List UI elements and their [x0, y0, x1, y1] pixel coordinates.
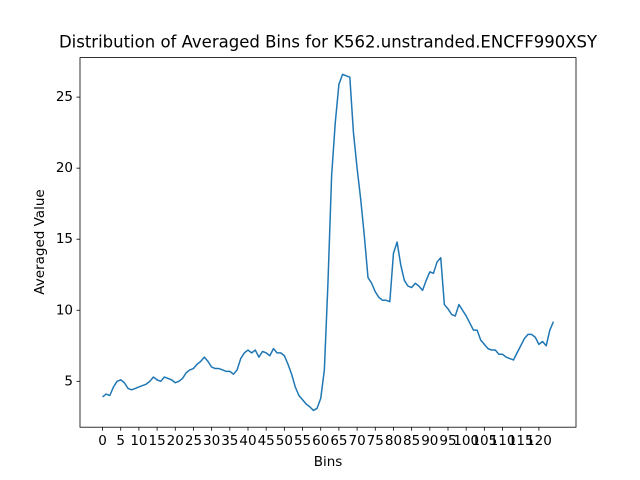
y-tick-label: 15 — [56, 231, 73, 247]
line — [102, 73, 555, 412]
x-tick-label: 85 — [403, 433, 420, 449]
x-tick-label: 75 — [367, 433, 384, 449]
x-tick-label: 110 — [490, 433, 516, 449]
x-tick-label: 100 — [453, 433, 479, 449]
x-tick-label: 90 — [421, 433, 438, 449]
chart-title: Distribution of Averaged Bins for K562.u… — [59, 33, 598, 52]
x-tick-label: 10 — [130, 433, 147, 449]
x-tick-label: 30 — [203, 433, 220, 449]
x-tick-label: 60 — [312, 433, 329, 449]
y-tick-label: 10 — [56, 302, 73, 318]
x-axis-label: Bins — [314, 454, 343, 470]
x-tick-label: 105 — [471, 433, 497, 449]
x-tick-label: 5 — [116, 433, 125, 449]
x-tick-label: 50 — [276, 433, 293, 449]
x-tick-label: 70 — [348, 433, 365, 449]
x-tick-label: 25 — [185, 433, 202, 449]
x-tick-label: 95 — [439, 433, 456, 449]
x-tick-label: 15 — [148, 433, 165, 449]
x-tick-label: 45 — [258, 433, 275, 449]
x-tick-label: 35 — [221, 433, 238, 449]
x-tick-label: 20 — [167, 433, 184, 449]
y-tick-label: 25 — [56, 89, 73, 105]
x-tick-label: 120 — [526, 433, 552, 449]
x-tick-label: 80 — [385, 433, 402, 449]
x-tick-label: 115 — [508, 433, 534, 449]
x-tick-label: 55 — [294, 433, 311, 449]
plot-frame — [79, 57, 577, 428]
x-tick-label: 0 — [98, 433, 107, 449]
y-tick-label: 5 — [64, 373, 73, 389]
x-tick-label: 40 — [239, 433, 256, 449]
y-axis-label: Averaged Value — [32, 189, 48, 294]
x-tick-label: 65 — [330, 433, 347, 449]
y-tick-label: 20 — [56, 160, 73, 176]
